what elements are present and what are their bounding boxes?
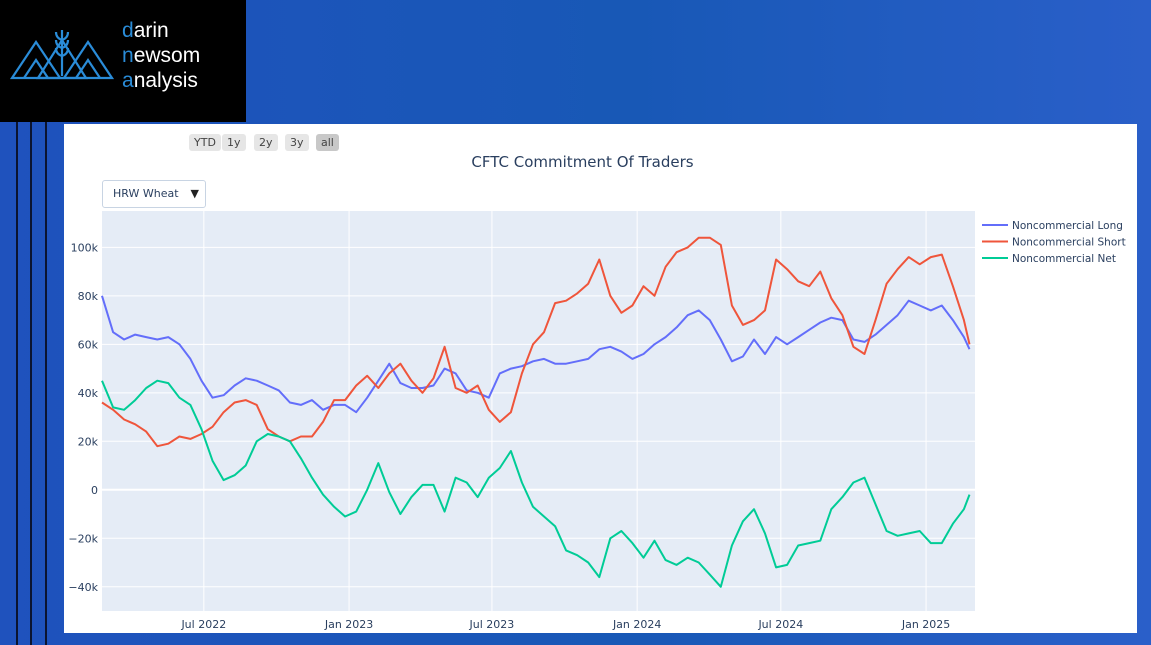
range-button-1y[interactable]: 1y [222,134,246,151]
y-tick-label: 80k [78,290,99,303]
mountain-wheat-icon [10,30,114,80]
chart-svg: 100k 80k 60k 40k 20k 0 −20k −40k Jul 2022 Jan 20… [68,211,1126,631]
series-line-long [101,295,971,414]
chart-panel: YTD 1y 2y 3y all CFTC Commitment Of Trad… [64,124,1137,633]
range-button-ytd[interactable]: YTD [189,134,221,151]
legend-label-short[interactable]: Noncommercial Short [1012,237,1126,249]
y-tick-label: 60k [78,338,99,351]
y-tick-label: −40k [68,581,98,594]
x-tick-label: Jul 2023 [469,618,515,631]
y-tick-label: 0 [91,484,98,497]
y-tick-label: 100k [71,241,99,254]
x-axis-ticks: Jul 2022 Jan 2023 Jul 2023 Jan 2024 Jul 2024… [180,618,950,631]
brand-logo: darin newsom analysis [0,0,246,122]
chart-title: CFTC Commitment Of Traders [471,153,694,171]
border-stripe [45,118,47,645]
y-tick-label: 20k [78,435,99,448]
plot-area [102,211,975,611]
x-tick-label: Jan 2025 [901,618,950,631]
y-tick-label: 40k [78,387,99,400]
brand-name: darin newsom analysis [122,19,201,92]
series-line-short [101,236,971,448]
series-lines [101,236,971,588]
border-stripe [30,118,32,645]
caret-down-icon: ▼ [190,187,199,200]
x-tick-label: Jan 2024 [612,618,661,631]
range-button-all[interactable]: all [316,134,339,151]
series-line-net [101,379,971,588]
x-tick-label: Jul 2022 [180,618,226,631]
range-button-2y[interactable]: 2y [254,134,278,151]
range-button-3y[interactable]: 3y [285,134,309,151]
border-stripe [16,118,18,645]
y-axis-ticks: 100k 80k 60k 40k 20k 0 −20k −40k [68,241,98,593]
x-tick-label: Jul 2024 [757,618,803,631]
x-tick-label: Jan 2023 [324,618,373,631]
commodity-dropdown[interactable]: HRW Wheat ▼ [102,180,206,208]
dropdown-selected-value: HRW Wheat [113,187,179,200]
legend[interactable]: Noncommercial Long Noncommercial Short Non… [982,220,1126,265]
y-tick-label: −20k [68,532,98,545]
legend-label-net[interactable]: Noncommercial Net [1012,253,1116,265]
legend-label-long[interactable]: Noncommercial Long [1012,220,1123,232]
